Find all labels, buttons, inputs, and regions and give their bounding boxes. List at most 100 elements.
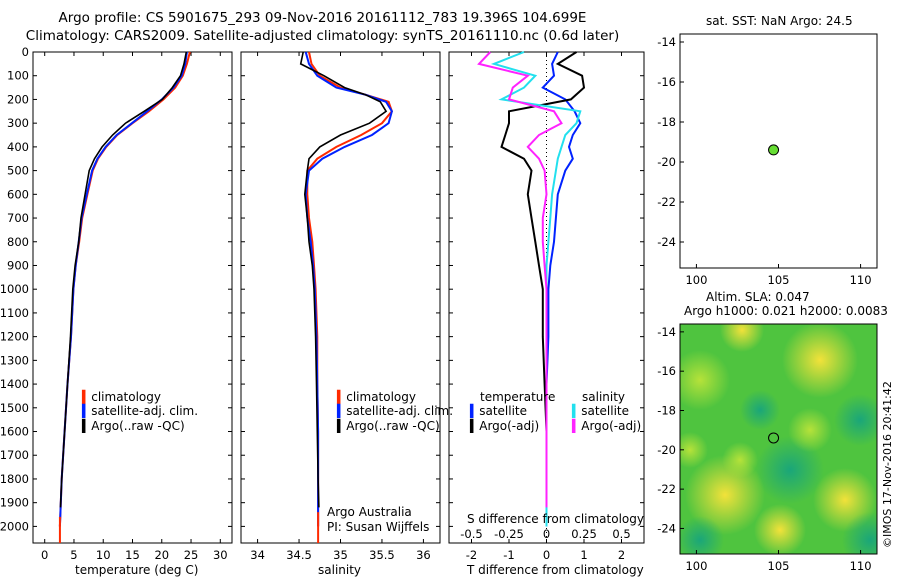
- xtick-label: 1: [580, 548, 587, 562]
- xtick-label: 0: [41, 548, 48, 562]
- xtick-label: 5: [70, 548, 77, 562]
- xtick-top-label: -0.5: [460, 527, 482, 541]
- legend3-sat-t: ▍satellite: [470, 404, 528, 418]
- map-xtick-label: 100: [685, 273, 707, 287]
- plot-frame-1: [240, 51, 441, 544]
- ytick-label: 1900: [0, 496, 29, 510]
- heatmap-cell: [782, 324, 858, 398]
- legend-clim: ▍climatology: [82, 390, 161, 404]
- series-line-argo-adj-: [477, 51, 563, 508]
- ytick-label: 700: [7, 211, 29, 225]
- map-ytick-label: -18: [657, 115, 676, 129]
- map-ytick-label: -22: [657, 195, 676, 209]
- legend-argo: ▍Argo(..raw -QC): [82, 419, 185, 433]
- ytick-label: 1200: [0, 330, 29, 344]
- series-line-satellite: [490, 51, 582, 527]
- ytick-label: 300: [7, 116, 29, 130]
- xtick-top-label: -0.25: [494, 527, 524, 541]
- xtick-label: 25: [184, 548, 199, 562]
- legend3-header-temp: temperature: [480, 390, 556, 404]
- map-xtick-label: 100: [685, 559, 707, 573]
- map-xtick-label: 110: [850, 559, 872, 573]
- ytick-label: 1400: [0, 377, 29, 391]
- heatmap-cell: [680, 516, 724, 554]
- map-xtick-label: 110: [850, 273, 872, 287]
- map-ytick-label: -24: [657, 235, 676, 249]
- argo-location-marker: [768, 432, 780, 444]
- ytick-label: 500: [7, 164, 29, 178]
- ytick-label: 1100: [0, 306, 29, 320]
- series-line-argo-raw-qc-: [59, 51, 188, 508]
- xlabel-t-diff: T difference from climatology: [467, 563, 644, 577]
- legend3-argo-s: ▍Argo(-adj): [572, 419, 642, 433]
- map-xtick-label: 105: [768, 559, 790, 573]
- xtick-label: 20: [154, 548, 169, 562]
- title-line-2: Climatology: CARS2009. Satellite-adjuste…: [25, 28, 620, 44]
- xtick-label: -1: [503, 548, 514, 562]
- heatmap-cell: [680, 432, 708, 468]
- heatmap-cell: [680, 350, 730, 410]
- map-xtick-label: 105: [768, 273, 790, 287]
- ytick-label: 100: [7, 69, 29, 83]
- series-line-satellite-adj-clim-: [304, 51, 393, 527]
- ytick-label: 0: [22, 45, 29, 59]
- map-ytick-label: -22: [657, 482, 676, 496]
- xtick-label: -2: [466, 548, 477, 562]
- map-ytick-label: -14: [657, 35, 676, 49]
- map-ytick-label: -16: [657, 364, 676, 378]
- xtick-top-label: 0: [543, 527, 550, 541]
- xtick-label: 10: [96, 548, 111, 562]
- ytick-label: 600: [7, 187, 29, 201]
- ytick-label: 1500: [0, 401, 29, 415]
- heatmap-cell: [754, 504, 806, 554]
- heatmap-cell: [756, 436, 824, 504]
- heatmap-cell: [834, 394, 877, 446]
- xtick-label: 15: [125, 548, 140, 562]
- series-line-climatology: [306, 51, 394, 527]
- xlabel-s-diff: S difference from climatology: [467, 512, 644, 526]
- heatmap-cell: [722, 442, 758, 478]
- ytick-label: 1600: [0, 425, 29, 439]
- legend3-argo-t: ▍Argo(-adj): [470, 419, 540, 433]
- xtick-top-label: 0.25: [571, 527, 597, 541]
- xtick-top-label: 0.5: [612, 527, 630, 541]
- annotation-pi: PI: Susan Wijffels: [327, 520, 430, 534]
- map-ytick-label: -14: [657, 325, 676, 339]
- ytick-label: 400: [7, 140, 29, 154]
- map-ytick-label: -24: [657, 521, 676, 535]
- xtick-label: 0: [543, 548, 550, 562]
- sla-heatmap-blobs: [680, 324, 877, 554]
- ytick-label: 800: [7, 235, 29, 249]
- legend-sat: ▍satellite-adj. clim.: [82, 404, 199, 418]
- timestamp: ©IMOS 17-Nov-2016 20:41:42: [881, 381, 894, 548]
- sst-title: sat. SST: NaN Argo: 24.5: [706, 14, 853, 28]
- legend3-header-sal: salinity: [582, 390, 626, 404]
- sla-title-2: Argo h1000: 0.021 h2000: 0.0083: [684, 304, 888, 318]
- ytick-label: 2000: [0, 519, 29, 533]
- xtick-label: 35.5: [369, 548, 395, 562]
- ytick-label: 1300: [0, 353, 29, 367]
- xtick-label: 36: [416, 548, 431, 562]
- ytick-label: 1000: [0, 282, 29, 296]
- series-line-satellite-adj-clim-: [58, 51, 188, 527]
- series-line-argo-adj-: [500, 51, 586, 508]
- xlabel-salinity: salinity: [318, 563, 362, 577]
- ytick-label: 1800: [0, 472, 29, 486]
- argo-location-marker: [768, 144, 780, 156]
- legend2-argo: ▍Argo(..raw -QC): [337, 419, 440, 433]
- xlabel-temperature: temperature (deg C): [75, 563, 199, 577]
- annotation-argo-australia: Argo Australia: [327, 505, 412, 519]
- series-line-argo-raw-qc-: [299, 51, 388, 508]
- xtick-label: 2: [618, 548, 625, 562]
- heatmap-cell: [788, 408, 832, 452]
- sla-title-1: Altim. SLA: 0.047: [706, 290, 810, 304]
- legend3-sat-s: ▍satellite: [572, 404, 630, 418]
- ytick-label: 900: [7, 258, 29, 272]
- map-ytick-label: -16: [657, 75, 676, 89]
- title-line-1: Argo profile: CS 5901675_293 09-Nov-2016…: [58, 10, 587, 26]
- xtick-label: 34.5: [286, 548, 312, 562]
- heatmap-cell: [842, 512, 877, 554]
- xtick-label: 35: [333, 548, 348, 562]
- legend2-sat: ▍satellite-adj. clim.: [337, 404, 454, 418]
